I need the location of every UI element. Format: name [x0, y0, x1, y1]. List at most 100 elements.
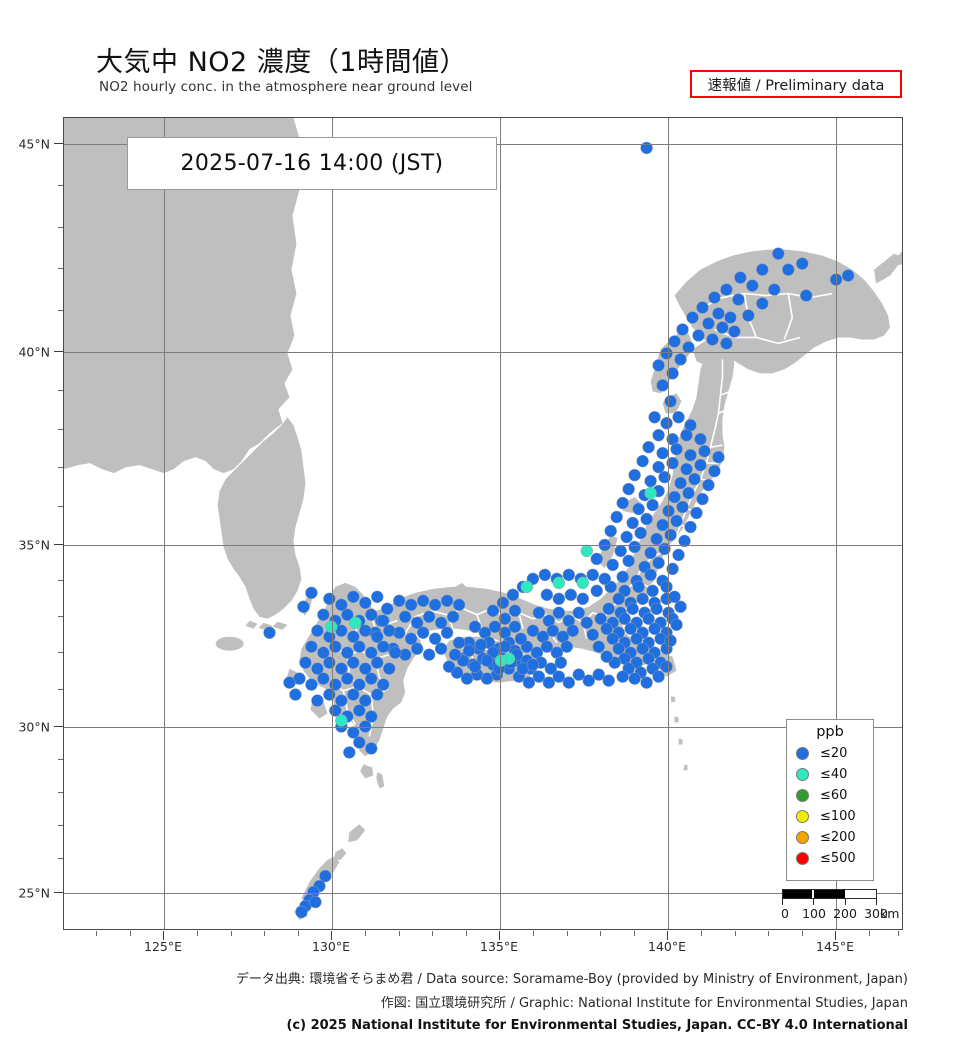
- lat-tick-minor: [58, 467, 63, 468]
- lon-tick-minor: [869, 931, 870, 936]
- station-group-okinawa: [295, 869, 332, 919]
- scale-bar-graphic: [782, 889, 877, 899]
- landmass-izu-islands-2: [674, 716, 679, 723]
- lon-tick-minor: [96, 931, 97, 936]
- pref-border: [718, 408, 729, 415]
- gridline-lon-135: [500, 118, 501, 929]
- lon-tick-140: [667, 931, 668, 940]
- lon-tick-minor: [634, 931, 635, 936]
- legend-item-label: ≤200: [820, 829, 856, 845]
- scale-bar-segment: [813, 890, 845, 898]
- scale-bar-label-200: 200: [833, 906, 857, 921]
- scale-bar: 0 100 200 300 km: [781, 889, 902, 927]
- landmass-amami: [348, 824, 366, 843]
- pref-border: [700, 470, 724, 482]
- station-group-chubu: [486, 568, 611, 675]
- lat-tick-minor: [58, 429, 63, 430]
- landmass-oki: [455, 582, 467, 593]
- footer-graphic-credit: 作図: 国立環境研究所 / Graphic: National Institut…: [380, 996, 908, 1011]
- legend-title: ppb: [816, 724, 844, 740]
- legend-item-label: ≤60: [820, 787, 848, 803]
- scale-bar-tick: [845, 899, 846, 905]
- page-title: 大気中 NO2 濃度（1時間値）: [96, 47, 467, 78]
- map-plot-area[interactable]: [63, 117, 903, 930]
- map-canvas: [64, 118, 902, 929]
- footer-data-source: データ出典: 環境省そらまめ君 / Data source: Soramame-…: [235, 972, 908, 987]
- lon-tick-minor: [432, 931, 433, 936]
- legend-swatch-icon: [796, 809, 809, 823]
- scale-bar-unit: km: [880, 906, 900, 921]
- station-group-tohoku: [590, 411, 725, 576]
- lon-tick-minor: [231, 931, 232, 936]
- lon-tick-minor: [768, 931, 769, 936]
- lat-tick-minor: [58, 858, 63, 859]
- legend-swatch-icon: [796, 746, 809, 760]
- lon-tick-minor: [365, 931, 366, 936]
- lon-tick-minor: [466, 931, 467, 936]
- lat-tick-35: [54, 544, 63, 545]
- lat-tick-30: [54, 726, 63, 727]
- lon-tick-minor: [130, 931, 131, 936]
- lon-tick-135: [499, 931, 500, 940]
- landmass-korea-islets-3: [272, 621, 288, 630]
- legend-swatch-icon: [796, 788, 809, 802]
- lat-tick-minor: [58, 390, 63, 391]
- lat-tick-minor: [58, 268, 63, 269]
- gridline-lat-35: [64, 545, 902, 546]
- legend-item-label: ≤500: [820, 850, 856, 866]
- scale-bar-segment: [783, 890, 813, 898]
- preliminary-data-badge: 速報値 / Preliminary data: [690, 70, 902, 98]
- lon-label-130: 130°E: [311, 939, 351, 954]
- lon-tick-145: [835, 931, 836, 940]
- lat-label-30: 30°N: [18, 719, 50, 735]
- legend-item: ≤200: [787, 827, 873, 848]
- lon-tick-minor: [567, 931, 568, 936]
- lon-tick-125: [163, 931, 164, 940]
- scale-bar-label-0: 0: [781, 906, 789, 921]
- lon-tick-minor: [735, 931, 736, 936]
- lat-tick-25: [54, 892, 63, 893]
- lat-tick-minor: [58, 185, 63, 186]
- landmass-oshima: [650, 331, 693, 394]
- legend-swatch-icon: [796, 767, 809, 781]
- lat-tick-minor: [58, 616, 63, 617]
- pref-border: [673, 494, 694, 542]
- scale-bar-tick: [782, 899, 783, 905]
- gridline-lat-30: [64, 727, 902, 728]
- page-subtitle: NO2 hourly conc. in the atmosphere near …: [99, 79, 473, 95]
- landmass-jeju: [215, 636, 244, 651]
- lat-tick-minor: [58, 227, 63, 228]
- gridline-lat-25: [64, 893, 902, 894]
- lon-label-140: 140°E: [647, 939, 687, 954]
- landmass-kuriles-1: [896, 251, 902, 266]
- lat-tick-minor: [58, 759, 63, 760]
- legend-item: ≤500: [787, 848, 873, 869]
- lon-tick-minor: [399, 931, 400, 936]
- legend-item: ≤40: [787, 764, 873, 785]
- scale-bar-label-100: 100: [802, 906, 826, 921]
- scale-bar-tick: [876, 899, 877, 905]
- gridline-lon-125: [164, 118, 165, 929]
- lat-tick-minor: [58, 580, 63, 581]
- legend-swatch-icon: [796, 851, 809, 865]
- lon-tick-minor: [264, 931, 265, 936]
- lat-label-25: 25°N: [18, 885, 50, 901]
- legend: ppb ≤20 ≤40 ≤60 ≤100 ≤200 ≤500: [786, 719, 874, 881]
- legend-item-label: ≤100: [820, 808, 856, 824]
- map-geometry: [64, 118, 902, 929]
- pref-border: [720, 390, 731, 397]
- lat-tick-minor: [58, 652, 63, 653]
- footer-copyright: (c) 2025 National Institute for Environm…: [286, 1018, 908, 1033]
- lon-tick-minor: [802, 931, 803, 936]
- lat-tick-minor: [58, 506, 63, 507]
- landmass-korea-islets: [245, 620, 258, 629]
- landmass-izu-islands-4: [683, 764, 688, 771]
- lon-label-125: 125°E: [143, 939, 183, 954]
- lat-label-40: 40°N: [18, 344, 50, 360]
- landmass-izu-islands-3: [678, 738, 683, 745]
- lat-label-45: 45°N: [18, 136, 50, 152]
- lat-tick-minor: [58, 689, 63, 690]
- lat-tick-minor: [58, 825, 63, 826]
- lat-label-35: 35°N: [18, 537, 50, 553]
- legend-item-label: ≤40: [820, 766, 848, 782]
